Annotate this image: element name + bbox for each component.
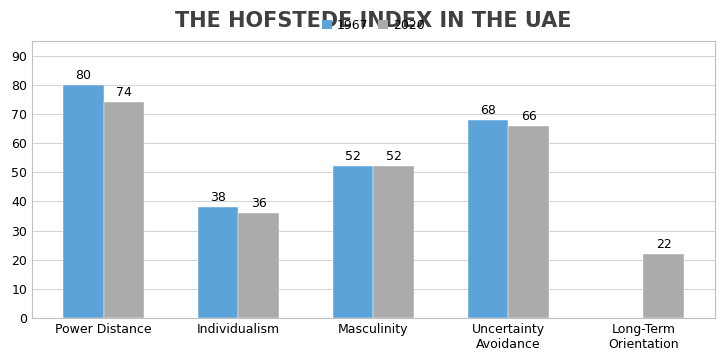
Bar bbox=[468, 120, 508, 318]
Bar bbox=[508, 126, 549, 318]
Text: 38: 38 bbox=[211, 191, 227, 204]
Bar bbox=[643, 254, 684, 318]
Bar bbox=[104, 102, 144, 318]
Legend: 1967, 2020: 1967, 2020 bbox=[317, 14, 430, 37]
Text: 74: 74 bbox=[116, 86, 131, 99]
Bar bbox=[333, 167, 373, 318]
Bar bbox=[198, 207, 238, 318]
Text: 52: 52 bbox=[386, 151, 401, 164]
Text: 68: 68 bbox=[480, 104, 496, 117]
Text: 66: 66 bbox=[521, 110, 537, 123]
Text: 52: 52 bbox=[346, 151, 361, 164]
Text: 36: 36 bbox=[251, 197, 266, 210]
Text: 22: 22 bbox=[656, 238, 672, 251]
Bar bbox=[373, 167, 414, 318]
Bar bbox=[238, 213, 279, 318]
Text: 80: 80 bbox=[76, 69, 91, 82]
Bar bbox=[63, 85, 104, 318]
Title: THE HOFSTEDE INDEX IN THE UAE: THE HOFSTEDE INDEX IN THE UAE bbox=[175, 11, 571, 31]
